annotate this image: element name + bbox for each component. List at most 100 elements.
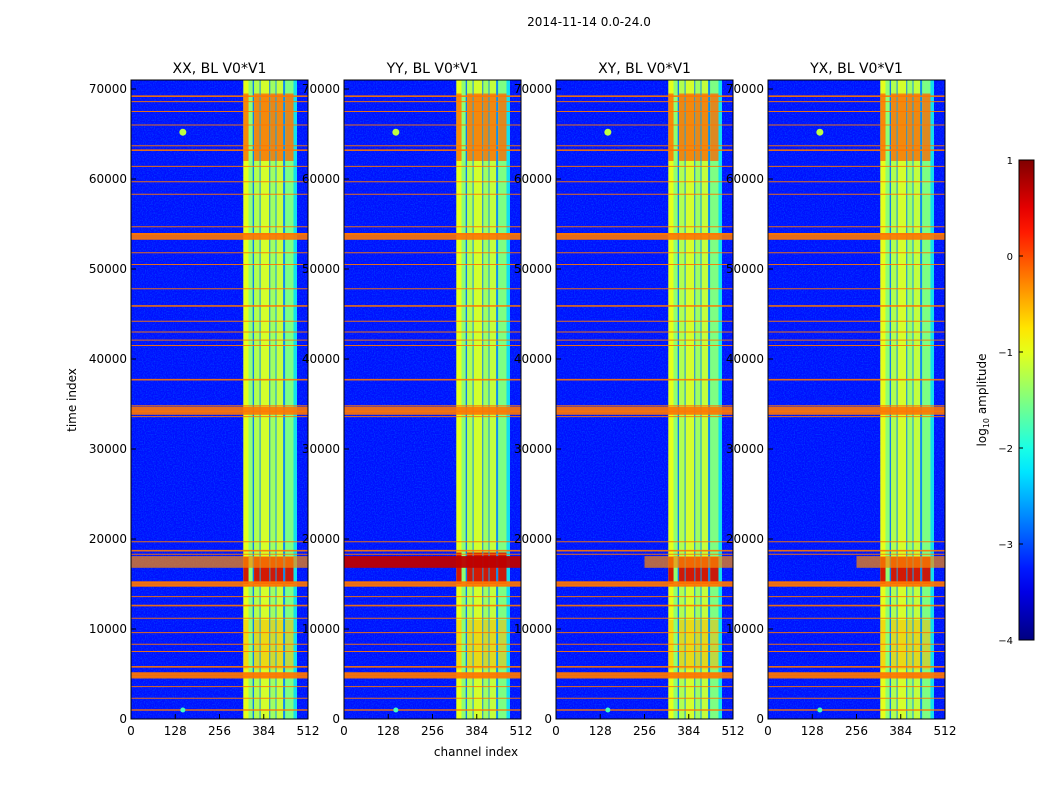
- rfi-bar: [768, 581, 945, 587]
- x-axis-label: channel index: [434, 745, 518, 759]
- broadband-rfi-band: [644, 556, 733, 568]
- hot-block-top: [907, 93, 913, 161]
- heatmap-body-xy: [556, 80, 733, 719]
- hot-block-strong: [922, 557, 931, 584]
- colorbar-tick-label: 1: [1007, 156, 1013, 167]
- rfi-spot: [392, 128, 400, 136]
- y-tick-label: 60000: [302, 172, 340, 186]
- hot-block-strong: [498, 552, 507, 584]
- hot-block-strong: [701, 557, 709, 584]
- channel-stripe: [718, 80, 722, 719]
- rfi-bar: [344, 581, 521, 587]
- y-tick-label: 50000: [89, 262, 127, 276]
- channel-stripe: [496, 80, 499, 719]
- channel-stripe: [482, 80, 484, 719]
- y-tick-label: 20000: [89, 532, 127, 546]
- hot-block-top: [243, 93, 249, 161]
- hot-block-top: [679, 93, 685, 161]
- channel-stripe: [701, 80, 709, 719]
- channel-stripe: [275, 80, 277, 719]
- channel-stripe: [889, 80, 892, 719]
- channel-stripe: [248, 80, 253, 719]
- hot-block-strong: [489, 552, 497, 584]
- channel-stripe: [465, 80, 468, 719]
- channel-stripe: [252, 80, 255, 719]
- rfi-bar: [556, 672, 733, 679]
- channel-stripe: [912, 80, 914, 719]
- y-tick-label: 50000: [514, 262, 552, 276]
- x-tick-label: 128: [801, 724, 824, 738]
- channel-stripe: [506, 80, 510, 719]
- x-tick-label: 384: [677, 724, 700, 738]
- panel-title: XX, BL V0*V1: [173, 61, 267, 77]
- hot-block-top: [467, 93, 473, 161]
- channel-stripe: [913, 80, 921, 719]
- hot-block-strong: [276, 557, 284, 584]
- channel-stripe: [906, 80, 908, 719]
- panel-yy: YY, BL V0*V1 0 128 256 384 512 0 10000 20000 3000…: [302, 61, 533, 738]
- channel-stripe: [461, 80, 466, 719]
- hot-block-top: [456, 93, 462, 161]
- channel-stripe: [243, 80, 249, 719]
- y-tick-label: 0: [332, 712, 340, 726]
- hot-block-strong: [483, 552, 489, 584]
- channel-stripe: [276, 80, 284, 719]
- y-tick-label: 40000: [89, 352, 127, 366]
- hot-block-top: [483, 93, 489, 161]
- rfi-bar: [344, 233, 521, 240]
- hot-block-top: [701, 93, 709, 161]
- y-tick-label: 10000: [89, 622, 127, 636]
- y-tick-label: 10000: [514, 622, 552, 636]
- x-tick-label: 0: [552, 724, 560, 738]
- hot-block-strong: [243, 557, 249, 584]
- colorbar-tick-label: −1: [998, 348, 1013, 359]
- rfi-spot: [605, 707, 611, 713]
- rfi-bar: [556, 233, 733, 240]
- rfi-bar: [344, 672, 521, 679]
- hot-block-strong: [473, 552, 483, 584]
- y-tick-label: 20000: [726, 532, 764, 546]
- hot-block-top: [473, 93, 483, 161]
- hot-block-strong: [668, 557, 674, 584]
- x-tick-label: 512: [722, 724, 745, 738]
- hot-block-top: [710, 93, 719, 161]
- y-tick-label: 50000: [726, 262, 764, 276]
- rfi-bar: [556, 581, 733, 587]
- colorbar-label: log10 amplitude: [975, 354, 991, 447]
- y-axis-label: time index: [65, 368, 79, 432]
- hot-block-top: [489, 93, 497, 161]
- x-tick-label: 256: [421, 724, 444, 738]
- hot-block-strong: [456, 552, 462, 584]
- hot-block-top: [668, 93, 674, 161]
- channel-stripe: [700, 80, 702, 719]
- rfi-spot: [817, 707, 823, 713]
- colorbar-gradient: [1018, 159, 1035, 641]
- channel-stripe: [498, 80, 507, 719]
- y-tick-label: 30000: [514, 442, 552, 456]
- panel-title: XY, BL V0*V1: [598, 61, 691, 77]
- hot-block-strong: [907, 557, 913, 584]
- y-tick-label: 60000: [726, 172, 764, 186]
- hot-block-strong: [685, 557, 695, 584]
- x-tick-label: 384: [889, 724, 912, 738]
- y-tick-label: 0: [119, 712, 127, 726]
- hot-block-top: [285, 93, 294, 161]
- rfi-spot: [604, 128, 612, 136]
- x-tick-label: 512: [934, 724, 957, 738]
- hot-block-top: [891, 93, 897, 161]
- hot-block-strong: [897, 557, 907, 584]
- colorbar-tick-label: −4: [998, 636, 1013, 647]
- y-tick-label: 40000: [302, 352, 340, 366]
- heatmap-body-yx: [768, 80, 945, 719]
- broadband-rfi-band: [344, 556, 521, 568]
- hot-block-strong: [710, 557, 719, 584]
- rfi-bar: [768, 406, 945, 415]
- panel-xy: XY, BL V0*V1 0 128 256 384 512 0 10000 20000 3000…: [514, 61, 745, 738]
- broadband-rfi-band: [131, 556, 308, 568]
- channel-stripe: [922, 80, 931, 719]
- rfi-spot: [816, 128, 824, 136]
- channel-stripe: [269, 80, 271, 719]
- rfi-bar: [556, 406, 733, 415]
- x-tick-label: 256: [845, 724, 868, 738]
- channel-stripe: [259, 80, 261, 719]
